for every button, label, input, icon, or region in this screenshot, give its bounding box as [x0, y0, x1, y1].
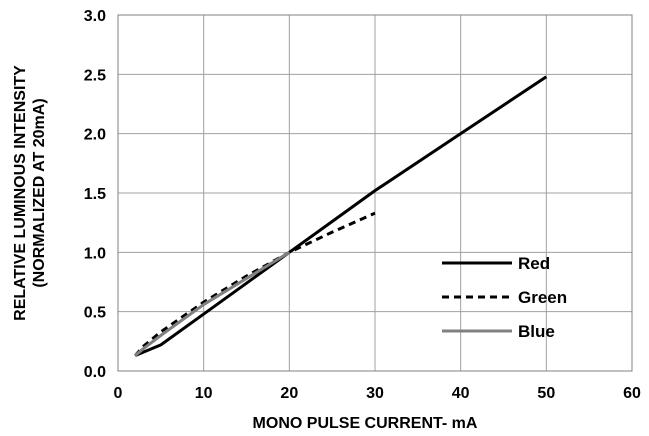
x-tick-label-2: 20	[280, 385, 298, 402]
y-axis-title-line-1: RELATIVE LUMINOUS INTENSITY	[12, 65, 29, 321]
y-tick-label-0: 0.0	[84, 364, 106, 381]
legend-label-green: Green	[518, 288, 567, 307]
x-tick-label-4: 40	[452, 385, 470, 402]
y-tick-label-1: 0.5	[84, 305, 106, 322]
y-axis-title-line-2: (NORMALIZED AT 20mA)	[31, 98, 48, 287]
series-line-green	[134, 211, 376, 357]
x-axis-title: MONO PULSE CURRENT- mA	[253, 415, 478, 432]
y-tick-label-4: 2.0	[84, 127, 106, 144]
series-lines	[134, 75, 548, 357]
y-tick-label-6: 3.0	[84, 8, 106, 25]
x-tick-label-1: 10	[195, 385, 213, 402]
legend: Red Green Blue	[442, 254, 567, 341]
y-tick-label-5: 2.5	[84, 67, 106, 84]
x-tick-label-6: 60	[623, 385, 641, 402]
series-line-red	[134, 75, 548, 357]
y-tick-label-2: 1.0	[84, 245, 106, 262]
grid	[118, 15, 632, 371]
legend-label-red: Red	[518, 254, 550, 273]
y-axis-title: RELATIVE LUMINOUS INTENSITY (NORMALIZED …	[12, 65, 48, 321]
y-tick-label-3: 1.5	[84, 186, 106, 203]
y-axis-tick-labels: 0.0 0.5 1.0 1.5 2.0 2.5 3.0	[84, 8, 106, 381]
x-axis-tick-labels: 0 10 20 30 40 50 60	[114, 385, 641, 402]
x-tick-label-0: 0	[114, 385, 123, 402]
series-line-blue	[134, 251, 291, 357]
legend-label-blue: Blue	[518, 322, 555, 341]
x-tick-label-3: 30	[366, 385, 384, 402]
plot-area-frame	[117, 14, 633, 372]
x-tick-label-5: 50	[537, 385, 555, 402]
